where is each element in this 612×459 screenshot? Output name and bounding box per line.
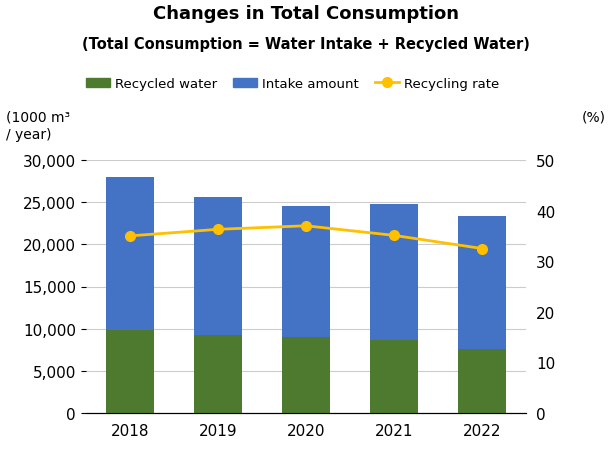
Recycling rate [126, 234, 133, 239]
Bar [105, 178, 154, 330]
Bar [282, 337, 330, 413]
Bar [105, 330, 154, 413]
Recycling rate [214, 227, 222, 233]
Text: (%): (%) [582, 110, 606, 124]
Line: Recycling rate: Recycling rate [125, 221, 487, 254]
Text: (Total Consumption = Water Intake + Recycled Water): (Total Consumption = Water Intake + Recy… [82, 37, 530, 52]
Bar [370, 204, 419, 340]
Recycling rate [390, 233, 398, 239]
Bar [193, 198, 242, 335]
Bar [282, 207, 330, 337]
Bar [193, 335, 242, 413]
Text: (1000 m³
/ year): (1000 m³ / year) [6, 110, 70, 141]
Bar [458, 216, 507, 349]
Bar [458, 349, 507, 413]
Legend: Recycled water, Intake amount, Recycling rate: Recycled water, Intake amount, Recycling… [86, 78, 499, 91]
Recycling rate [302, 224, 310, 229]
Text: Changes in Total Consumption: Changes in Total Consumption [153, 5, 459, 22]
Bar [370, 340, 419, 413]
Recycling rate [479, 246, 486, 252]
